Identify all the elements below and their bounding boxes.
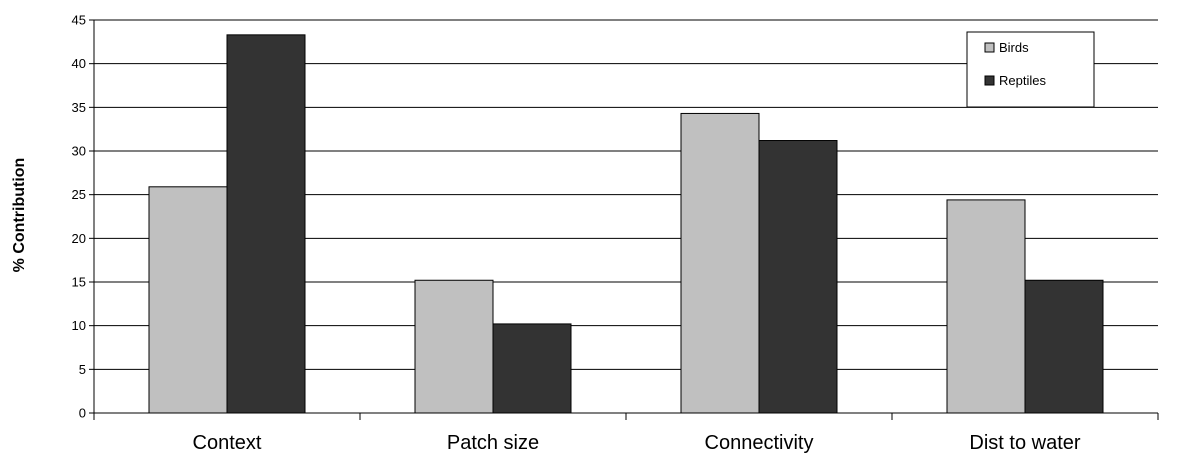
bar-reptiles-0 (226, 34, 306, 414)
y-tick-label: 25 (72, 187, 86, 202)
y-tick-label: 45 (72, 13, 86, 28)
y-axis-label: % Contribution (11, 158, 28, 273)
bar-reptiles-1 (492, 323, 572, 414)
y-tick-label: 5 (79, 362, 86, 377)
y-tick-label: 40 (72, 56, 86, 71)
bar-reptiles-3 (1024, 279, 1104, 414)
tick-labels: 0 5 10 15 20 25 30 35 40 45 Context Patch size Conne… (72, 13, 1081, 455)
bars (148, 34, 1104, 414)
x-tick-label: Connectivity (705, 432, 814, 454)
legend-label-birds: Birds (999, 40, 1029, 55)
legend-swatch-reptiles (984, 75, 995, 86)
legend-label-reptiles: Reptiles (999, 73, 1046, 88)
bar-birds-1 (414, 279, 494, 414)
bar-birds-3 (946, 199, 1026, 414)
y-tick-label: 20 (72, 231, 86, 246)
x-tick-label: Patch size (447, 432, 539, 454)
y-tick-label: 10 (72, 318, 86, 333)
y-tick-label: 35 (72, 100, 86, 115)
bar-reptiles-2 (758, 140, 838, 414)
bar-birds-0 (148, 186, 228, 414)
bar-birds-2 (680, 112, 760, 414)
x-tick-label: Dist to water (969, 432, 1080, 454)
legend-swatch-birds (984, 42, 995, 53)
y-tick-label: 30 (72, 144, 86, 159)
x-tick-label: Context (193, 432, 262, 454)
y-tick-label: 0 (79, 406, 86, 421)
legend: Birds Reptiles (966, 31, 1095, 108)
y-tick-label: 15 (72, 275, 86, 290)
